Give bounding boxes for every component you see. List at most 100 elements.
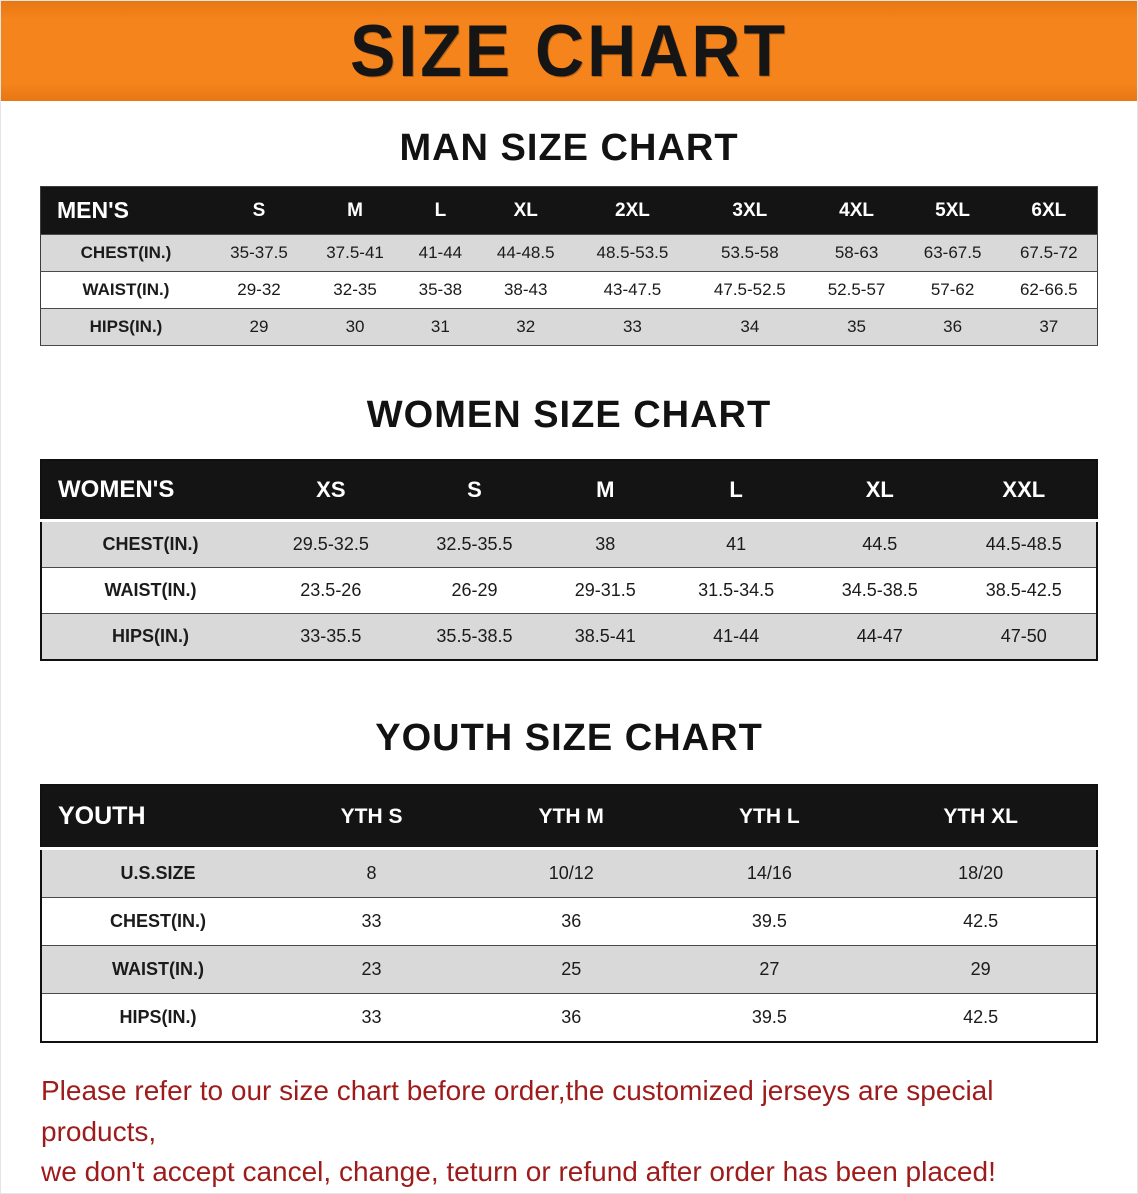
- value-cell: 30: [307, 308, 404, 346]
- value-cell: 47-50: [951, 613, 1097, 661]
- value-cell: 35.5-38.5: [402, 613, 547, 661]
- women-size-table: WOMEN'S XS S M L XL XXL CHEST(IN.) 29.5-32.5 32.5…: [40, 459, 1098, 661]
- value-cell: 25: [469, 945, 674, 994]
- size-header-cell: 5XL: [904, 186, 1001, 235]
- table-row: U.S.SIZE 8 10/12 14/16 18/20: [41, 848, 1097, 898]
- value-cell: 37.5-41: [307, 234, 404, 272]
- size-header-cell: S: [211, 186, 308, 235]
- value-cell: 47.5-52.5: [691, 271, 809, 309]
- value-cell: 32: [477, 308, 574, 346]
- value-cell: 29: [865, 945, 1097, 994]
- row-label-cell: WAIST(IN.): [41, 567, 259, 614]
- value-cell: 43-47.5: [573, 271, 692, 309]
- banner: SIZE CHART: [1, 1, 1137, 101]
- value-cell: 29: [211, 308, 308, 346]
- table-row: HIPS(IN.) 29 30 31 32 33 34 35 36 37: [40, 308, 1098, 346]
- value-cell: 41-44: [664, 613, 808, 661]
- size-header-cell: M: [307, 186, 404, 235]
- value-cell: 35-38: [403, 271, 478, 309]
- table-title-cell: YOUTH: [41, 785, 274, 850]
- row-label-cell: CHEST(IN.): [41, 520, 259, 568]
- value-cell: 38: [546, 520, 665, 568]
- value-cell: 29.5-32.5: [259, 520, 403, 568]
- value-cell: 44-47: [807, 613, 952, 661]
- size-header-cell: YTH M: [469, 785, 674, 850]
- value-cell: 8: [274, 848, 470, 898]
- value-cell: 37: [1000, 308, 1098, 346]
- row-label-cell: CHEST(IN.): [41, 897, 274, 946]
- row-label-cell: WAIST(IN.): [41, 945, 274, 994]
- table-header-row: YOUTH YTH S YTH M YTH L YTH XL: [41, 785, 1097, 850]
- size-header-cell: XS: [259, 460, 403, 522]
- value-cell: 14/16: [673, 848, 866, 898]
- value-cell: 48.5-53.5: [573, 234, 692, 272]
- youth-section-heading: YOUTH SIZE CHART: [375, 717, 763, 759]
- value-cell: 53.5-58: [691, 234, 809, 272]
- value-cell: 10/12: [469, 848, 674, 898]
- row-label-cell: HIPS(IN.): [41, 993, 274, 1043]
- value-cell: 52.5-57: [808, 271, 905, 309]
- value-cell: 18/20: [865, 848, 1097, 898]
- size-header-cell: 3XL: [691, 186, 809, 235]
- row-label-cell: CHEST(IN.): [40, 234, 211, 272]
- youth-size-table: YOUTH YTH S YTH M YTH L YTH XL U.S.SIZE 8 10/12…: [40, 784, 1098, 1043]
- value-cell: 23: [274, 945, 470, 994]
- size-header-cell: 2XL: [573, 186, 692, 235]
- page-title: SIZE CHART: [350, 9, 788, 93]
- value-cell: 44.5: [807, 520, 952, 568]
- disclaimer-line-1: Please refer to our size chart before or…: [41, 1075, 994, 1147]
- value-cell: 34: [691, 308, 809, 346]
- value-cell: 41-44: [403, 234, 478, 272]
- value-cell: 39.5: [673, 993, 866, 1043]
- size-header-cell: 6XL: [1000, 186, 1098, 235]
- size-header-cell: YTH S: [274, 785, 470, 850]
- value-cell: 29-32: [211, 271, 308, 309]
- value-cell: 67.5-72: [1000, 234, 1098, 272]
- row-label-cell: HIPS(IN.): [40, 308, 211, 346]
- value-cell: 29-31.5: [546, 567, 665, 614]
- value-cell: 57-62: [904, 271, 1001, 309]
- value-cell: 63-67.5: [904, 234, 1001, 272]
- table-row: WAIST(IN.) 23 25 27 29: [41, 945, 1097, 994]
- table-title-cell: MEN'S: [40, 186, 211, 235]
- value-cell: 62-66.5: [1000, 271, 1098, 309]
- size-header-cell: L: [403, 186, 478, 235]
- table-header-row: WOMEN'S XS S M L XL XXL: [41, 460, 1097, 522]
- value-cell: 31.5-34.5: [664, 567, 808, 614]
- size-header-cell: S: [402, 460, 547, 522]
- women-section-heading: WOMEN SIZE CHART: [366, 394, 772, 436]
- value-cell: 32-35: [307, 271, 404, 309]
- value-cell: 33: [274, 993, 470, 1043]
- size-header-cell: XL: [807, 460, 952, 522]
- men-section: MAN SIZE CHART MEN'S S M L XL 2XL 3XL 4XL 5XL 6XL…: [1, 101, 1137, 346]
- value-cell: 33: [274, 897, 470, 946]
- value-cell: 33: [573, 308, 692, 346]
- row-label-cell: HIPS(IN.): [41, 613, 259, 661]
- value-cell: 39.5: [673, 897, 866, 946]
- value-cell: 36: [469, 897, 674, 946]
- size-header-cell: YTH XL: [865, 785, 1097, 850]
- women-section: WOMEN SIZE CHART WOMEN'S XS S M L XL XXL CHEST(…: [1, 346, 1137, 661]
- disclaimer-line-2: we don't accept cancel, change, teturn o…: [41, 1156, 996, 1188]
- value-cell: 44-48.5: [477, 234, 574, 272]
- size-header-cell: 4XL: [808, 186, 905, 235]
- value-cell: 35-37.5: [211, 234, 308, 272]
- value-cell: 36: [469, 993, 674, 1043]
- value-cell: 33-35.5: [259, 613, 403, 661]
- value-cell: 36: [904, 308, 1001, 346]
- size-header-cell: YTH L: [673, 785, 866, 850]
- size-header-cell: XXL: [951, 460, 1097, 522]
- table-title-cell: WOMEN'S: [41, 460, 259, 522]
- row-label-cell: U.S.SIZE: [41, 848, 274, 898]
- men-section-heading: MAN SIZE CHART: [399, 127, 739, 169]
- value-cell: 38.5-42.5: [951, 567, 1097, 614]
- row-label-cell: WAIST(IN.): [40, 271, 211, 309]
- value-cell: 35: [808, 308, 905, 346]
- table-row: CHEST(IN.) 33 36 39.5 42.5: [41, 897, 1097, 946]
- youth-section: YOUTH SIZE CHART YOUTH YTH S YTH M YTH L YTH…: [1, 661, 1137, 1043]
- value-cell: 42.5: [865, 993, 1097, 1043]
- size-header-cell: L: [664, 460, 808, 522]
- size-header-cell: XL: [477, 186, 574, 235]
- table-row: WAIST(IN.) 29-32 32-35 35-38 38-43 43-47.5 47.…: [40, 271, 1098, 309]
